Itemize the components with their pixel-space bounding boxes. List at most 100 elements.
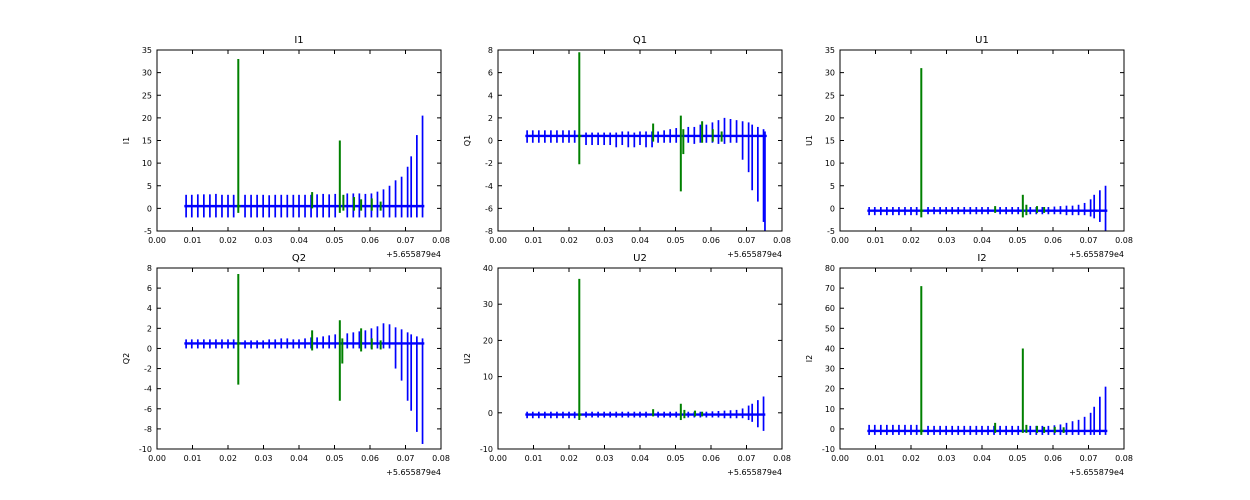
plot-area	[525, 52, 767, 231]
x-tick-label: 0.06	[702, 454, 720, 463]
plot-area	[867, 68, 1108, 231]
y-tick-label: 60	[825, 304, 835, 313]
x-tick-label: 0.03	[938, 454, 956, 463]
y-tick-label: 4	[147, 304, 152, 313]
subplot-title: I2	[977, 253, 986, 264]
plot-area	[184, 59, 425, 218]
y-tick-label: -10	[480, 445, 493, 454]
x-tick-label: 0.04	[973, 454, 991, 463]
x-tick-label: 0.04	[290, 454, 308, 463]
y-tick-label: -10	[822, 445, 835, 454]
x-tick-label: 0.05	[667, 454, 685, 463]
y-tick-label: 20	[483, 336, 493, 345]
y-tick-label: 20	[142, 114, 152, 123]
y-tick-label: 50	[825, 324, 835, 333]
plot-area	[525, 278, 766, 431]
series-blue	[184, 323, 425, 444]
x-tick-label: 0.05	[1009, 454, 1027, 463]
x-tick-label: 0.01	[525, 454, 543, 463]
y-tick-label: 30	[142, 69, 152, 78]
series-green	[236, 59, 382, 213]
series-green	[236, 274, 382, 401]
y-tick-label: 0	[147, 344, 152, 353]
y-axis-label: U1	[805, 135, 814, 146]
y-axis-label: Q1	[463, 135, 472, 146]
subplot-title: Q2	[292, 253, 306, 264]
y-tick-label: 0	[830, 425, 835, 434]
y-tick-label: -8	[144, 425, 152, 434]
x-tick-label: 0.08	[1115, 236, 1133, 245]
y-tick-label: 30	[825, 365, 835, 374]
x-tick-label: 0.02	[560, 454, 578, 463]
y-tick-label: 40	[483, 264, 493, 273]
y-tick-label: 30	[483, 300, 493, 309]
x-offset-label: +5.655879e4	[386, 468, 441, 477]
x-tick-label: 0.07	[397, 454, 415, 463]
x-tick-label: 0.03	[596, 454, 614, 463]
series-green	[577, 278, 704, 421]
series-blue	[525, 396, 766, 431]
y-tick-label: 10	[825, 405, 835, 414]
series-blue	[867, 185, 1108, 231]
y-axis-label: U2	[463, 353, 472, 364]
y-tick-label: 25	[825, 91, 835, 100]
subplot-q2: Q2 Q2 0.00 0.01 0.02 0.03 0.04 0.05 0.06 0.07 0.08…	[122, 253, 450, 477]
y-tick-label: 5	[830, 182, 835, 191]
x-tick-label: 0.00	[831, 236, 849, 245]
plot-area	[184, 274, 425, 444]
x-tick-label: 0.06	[1044, 454, 1062, 463]
x-tick-label: 0.07	[738, 236, 756, 245]
x-tick-label: 0.00	[489, 236, 507, 245]
x-tick-label: 0.08	[1115, 454, 1133, 463]
y-axis-label: Q2	[122, 353, 131, 364]
x-tick-label: 0.02	[560, 236, 578, 245]
y-tick-label: -4	[144, 385, 152, 394]
x-tick-label: 0.03	[596, 236, 614, 245]
subplot-q1: Q1 Q1 0.00 0.01 0.02 0.03 0.04 0.05 0.06 0.07 0.08…	[463, 35, 791, 259]
axes-frame	[156, 267, 442, 450]
x-tick-label: 0.07	[397, 236, 415, 245]
axes-frame	[839, 49, 1125, 232]
y-tick-label: 10	[483, 373, 493, 382]
y-tick-label: 25	[142, 91, 152, 100]
y-tick-label: 2	[488, 114, 493, 123]
y-tick-label: 80	[825, 264, 835, 273]
axes-frame	[497, 267, 783, 450]
subplot-u2: U2 U2 0.00 0.01 0.02 0.03 0.04 0.05 0.06 0.07 0.08…	[463, 253, 791, 477]
subplot-title: U1	[975, 35, 989, 46]
x-tick-label: 0.02	[219, 236, 237, 245]
x-tick-label: 0.04	[631, 236, 649, 245]
y-tick-label: 2	[147, 324, 152, 333]
x-tick-label: 0.07	[1080, 236, 1098, 245]
y-tick-label: 40	[825, 344, 835, 353]
x-tick-label: 0.05	[1009, 236, 1027, 245]
y-tick-label: -8	[485, 227, 493, 236]
x-tick-label: 0.08	[432, 454, 450, 463]
x-offset-label: +5.655879e4	[1069, 250, 1124, 259]
x-tick-label: 0.06	[361, 454, 379, 463]
y-tick-label: -6	[144, 405, 152, 414]
subplot-i1: I1 I1 0.00 0.01 0.02 0.03 0.04 0.05 0.06 0.07 0.08…	[122, 35, 450, 259]
y-axis-label: I2	[805, 355, 814, 362]
y-tick-label: -2	[485, 159, 493, 168]
subplot-title: U2	[633, 253, 647, 264]
subplot-title: Q1	[633, 35, 647, 46]
x-tick-label: 0.03	[255, 454, 273, 463]
x-tick-label: 0.06	[361, 236, 379, 245]
y-tick-label: 8	[488, 46, 493, 55]
x-tick-label: 0.05	[326, 236, 344, 245]
y-tick-label: 5	[147, 182, 152, 191]
y-tick-label: 15	[825, 137, 835, 146]
x-tick-label: 0.00	[148, 236, 166, 245]
y-tick-label: 6	[488, 69, 493, 78]
x-tick-label: 0.08	[773, 454, 791, 463]
y-axis-label: I1	[122, 137, 131, 144]
x-tick-label: 0.08	[773, 236, 791, 245]
y-tick-label: 0	[147, 204, 152, 213]
series-blue	[525, 117, 767, 231]
series-blue	[184, 115, 425, 218]
y-tick-label: 20	[825, 114, 835, 123]
y-tick-label: -5	[827, 227, 835, 236]
x-offset-label: +5.655879e4	[727, 250, 782, 259]
x-offset-label: +5.655879e4	[727, 468, 782, 477]
